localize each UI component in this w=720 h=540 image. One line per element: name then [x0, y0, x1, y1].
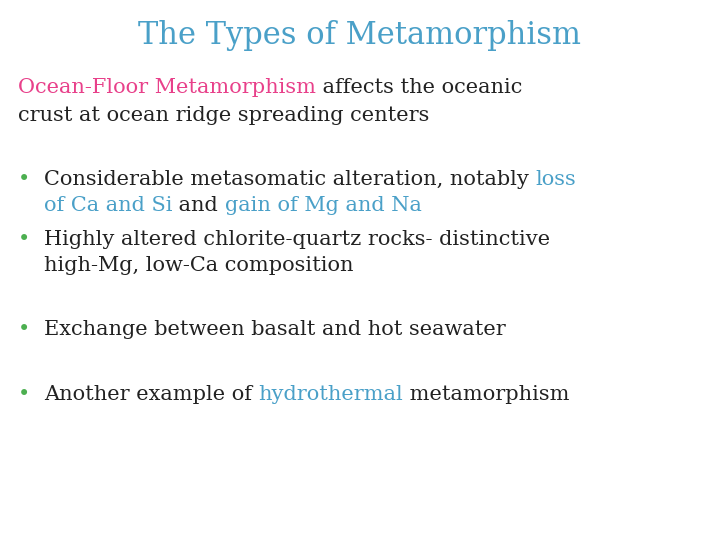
Text: gain of Mg and Na: gain of Mg and Na — [225, 196, 422, 215]
Text: hydrothermal: hydrothermal — [258, 385, 403, 404]
Text: of Ca and Si: of Ca and Si — [44, 196, 173, 215]
Text: and: and — [173, 196, 225, 215]
Text: Considerable metasomatic alteration, notably: Considerable metasomatic alteration, not… — [44, 170, 536, 189]
Text: high-Mg, low-Ca composition: high-Mg, low-Ca composition — [44, 256, 354, 275]
Text: •: • — [18, 320, 30, 339]
Text: Ocean-Floor Metamorphism: Ocean-Floor Metamorphism — [18, 78, 316, 97]
Text: •: • — [18, 170, 30, 189]
Text: Another example of: Another example of — [44, 385, 258, 404]
Text: •: • — [18, 230, 30, 249]
Text: •: • — [18, 385, 30, 404]
Text: loss: loss — [536, 170, 576, 189]
Text: The Types of Metamorphism: The Types of Metamorphism — [138, 20, 582, 51]
Text: metamorphism: metamorphism — [403, 385, 570, 404]
Text: crust at ocean ridge spreading centers: crust at ocean ridge spreading centers — [18, 106, 429, 125]
Text: affects the oceanic: affects the oceanic — [316, 78, 523, 97]
Text: Exchange between basalt and hot seawater: Exchange between basalt and hot seawater — [44, 320, 505, 339]
Text: Highly altered chlorite-quartz rocks- distinctive: Highly altered chlorite-quartz rocks- di… — [44, 230, 550, 249]
